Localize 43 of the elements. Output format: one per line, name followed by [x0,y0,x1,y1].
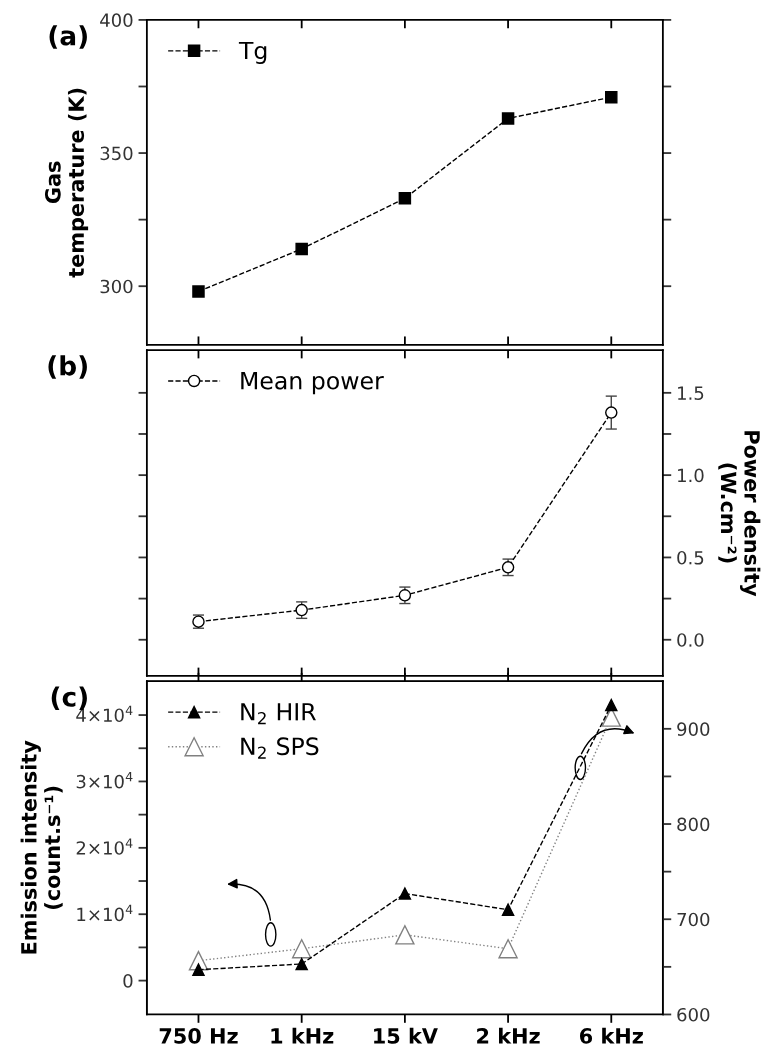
text: (b) [48,355,87,379]
point [605,406,618,419]
point [395,925,415,945]
y-tick-label: 0 [123,974,133,988]
x-tick-label: 750 Hz [159,1028,238,1044]
x-tick-label: 1 kHz [271,1027,334,1044]
point [295,957,308,971]
y-tick-label: 2×10$^{4}$ [76,838,133,855]
y-tick-label: 3×10$^{4}$ [76,772,133,789]
point [501,112,515,125]
legend-label: Mean power [241,372,384,395]
point [192,285,205,298]
point [501,903,515,916]
y-tick-label: 0.0 [677,633,704,647]
point [398,887,412,900]
y-tick-label: 1.5 [678,386,704,400]
y-tick-label: 1×10$^{4}$ [77,904,133,922]
x-tick-label: 2 kHz [477,1027,540,1044]
point [605,90,618,104]
y-tick-label: 400 [100,13,133,28]
x-tick-label: 6 kHz [579,1027,643,1044]
text: (a) [49,25,87,49]
y-tick-label: 350 [100,146,133,161]
y2-tick-label: 800 [677,817,710,832]
x-tick-label: 15 kV [374,1027,438,1044]
y-axis-title: Gas temperature (K) [44,88,89,278]
legend-label: N$_{2}$ HIR [241,703,316,725]
y-axis-title: Emission intensity (count.s⁻¹) [20,740,63,954]
y2-tick-label: 600 [677,1007,710,1022]
point [291,939,312,959]
point [498,939,518,959]
y-tick-label: 0.5 [677,550,704,565]
point [295,242,308,256]
point [398,192,412,205]
point [192,963,205,976]
y2-tick-label: 900 [677,722,710,736]
legend-label: Tg [238,41,267,65]
y2-tick-label: 700 [677,912,710,927]
legend-label: N$_{2}$ SPS [241,737,319,759]
point [605,698,618,712]
y-axis-title: Power density (W.cm⁻²) [718,431,761,597]
y-tick-label: 300 [100,279,133,294]
y-tick-label: 1.0 [678,468,704,483]
